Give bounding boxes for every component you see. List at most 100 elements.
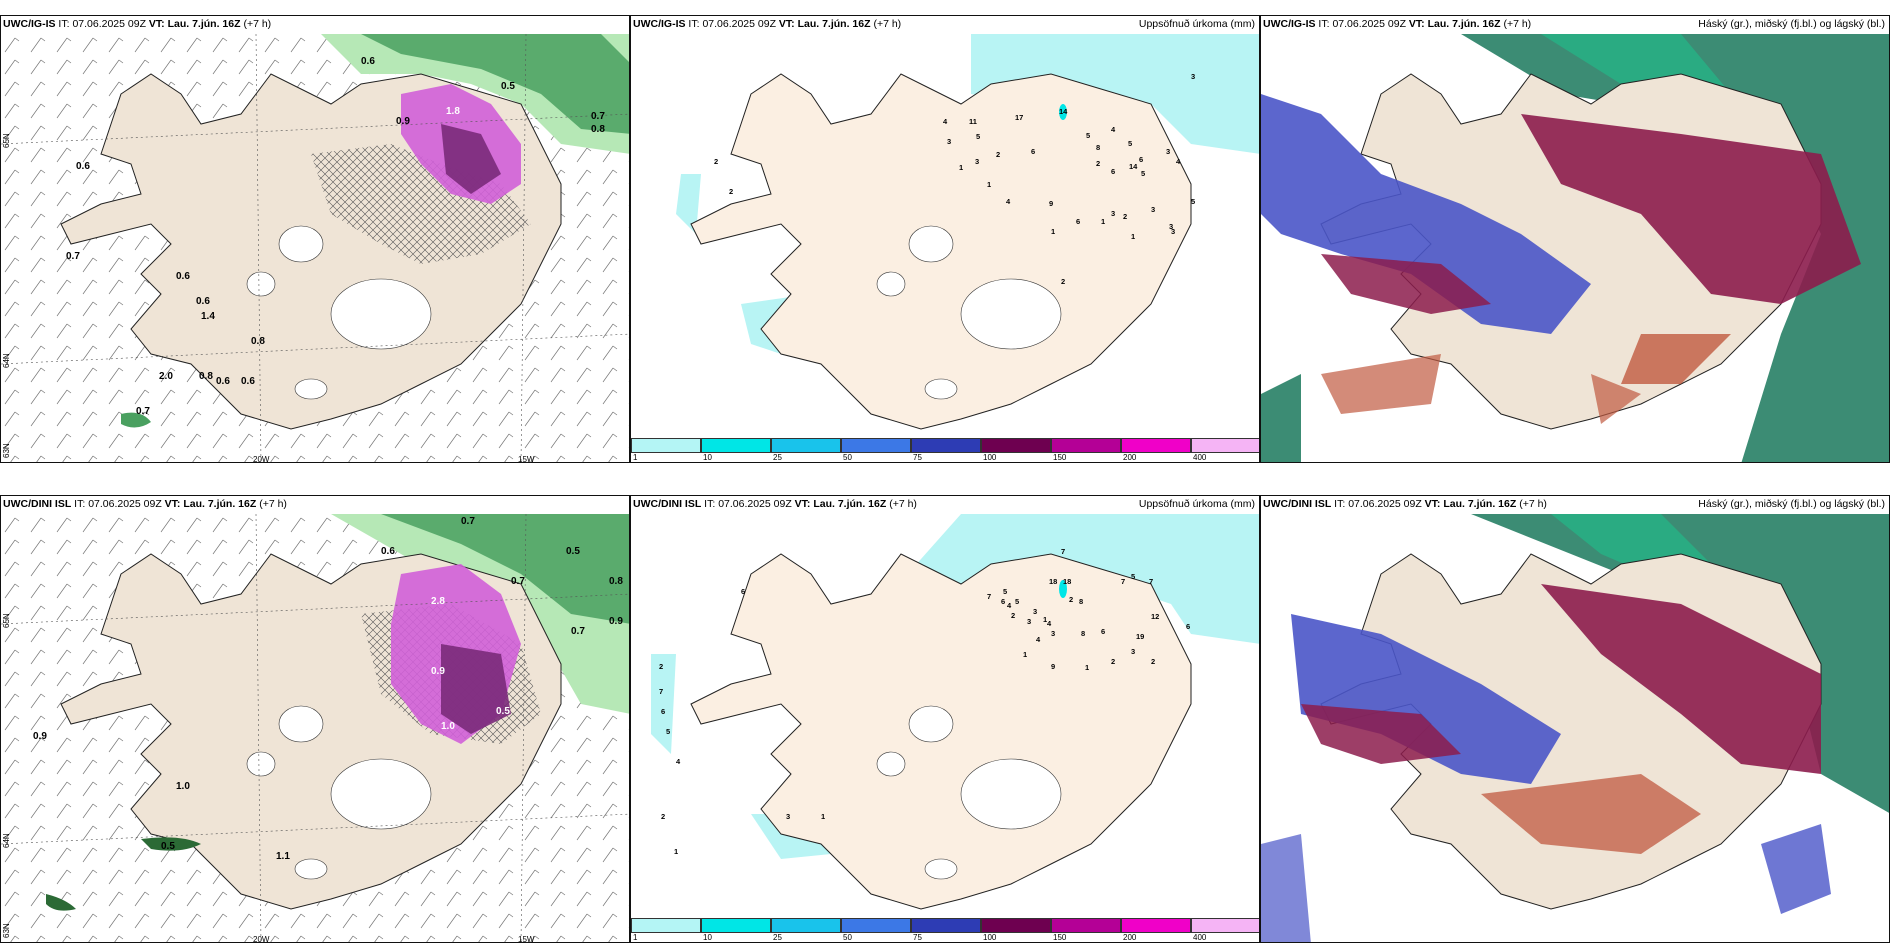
colorbar-tick-label: 50 [843,933,852,942]
value-label: 2.8 [431,596,445,607]
precip-value-label: 18 [1063,577,1071,586]
value-label: 0.9 [431,666,445,677]
value-label: 0.9 [396,116,410,127]
precip-value-label: 7 [1061,547,1065,556]
colorbar-swatch [701,438,771,453]
precip-type-map: 65N 64N 63N 20W 15W 0.7 0.6 0.5 0.8 0.9 … [1,514,629,943]
precip-value-label: 7 [1121,577,1125,586]
precip-value-label: 3 [1051,629,1055,638]
panel-title: Uppsöfnuð úrkoma (mm) [1138,498,1255,510]
snow-area-core [441,124,501,194]
precip-value-label: 1 [959,163,963,172]
colorbar-swatch [981,438,1051,453]
precip-value-label: 5 [1191,197,1195,206]
snow-area-core [441,644,511,734]
colorbar-swatch [771,438,841,453]
colorbar-swatch [911,918,981,933]
precip-value-label: 14 [1129,162,1138,171]
grid-label: 20W [253,935,270,943]
precip-value-label: 4 [676,757,681,766]
precip-value-label: 2 [1096,159,1100,168]
precip-value-label: 3 [786,812,790,821]
precip-value-label: 2 [996,150,1000,159]
precip-value-label: 2 [1061,277,1065,286]
colorbar-swatch [1121,918,1191,933]
precip-value-label: 14 [1059,107,1068,116]
precip-value-label: 1 [1043,615,1047,624]
precip-value-label: 1 [1051,227,1055,236]
value-label: 0.7 [571,626,585,637]
value-label: 0.9 [609,616,623,627]
value-label: 0.6 [216,376,230,387]
value-label: 0.6 [381,546,395,557]
colorbar-tick-label: 10 [703,453,712,462]
precip-value-label: 1 [821,812,825,821]
mixed-precip-area [311,144,531,264]
value-label: 0.5 [161,841,175,852]
panel-bottom-accumulated: UWC/DINI ISL IT: 07.06.2025 09Z VT: Lau.… [630,495,1260,943]
precip-value-label: 7 [1149,577,1153,586]
value-label: 1.4 [201,311,215,322]
precip-value-label: 5 [1131,572,1135,581]
precip-value-label: 3 [975,157,979,166]
grid-label: 63N [2,923,11,938]
precip-value-label: 4 [1006,197,1011,206]
colorbar-swatch [911,438,981,453]
value-label: 0.8 [609,576,623,587]
precip-value-label: 1 [987,180,991,189]
colorbar-tick-label: 1 [633,933,638,942]
value-label: 2.0 [159,371,173,382]
colorbar-swatch [1191,918,1259,933]
rain-patch [121,412,151,428]
colorbar-swatch [1051,918,1121,933]
colorbar: 1 10 25 50 75 100 150 200 400 [631,916,1259,942]
colorbar-tick-label: 150 [1053,453,1067,462]
precip-value-label: 2 [661,812,665,821]
value-label: 0.7 [461,516,475,527]
precip-value-label: 8 [1079,597,1083,606]
precip-value-label: 3 [1191,72,1195,81]
colorbar-tick-label: 100 [983,453,997,462]
value-label: 0.7 [136,406,150,417]
precip-value-label: 11 [969,117,977,126]
precip-value-label: 5 [1128,139,1132,148]
precip-value-label: 2 [1011,611,1015,620]
panel-top-precip-type: UWC/IG-IS IT: 07.06.2025 09Z VT: Lau. 7.… [0,15,630,463]
clouds-map [1261,514,1889,942]
precip-value-label: 7 [987,592,991,601]
precip-area [676,174,701,234]
precip-value-label: 2 [1123,212,1127,221]
precip-value-label: 3 [1027,617,1031,626]
colorbar-tick-label: 400 [1193,453,1207,462]
panel-title: Uppsöfnuð úrkoma (mm) [1138,18,1255,30]
precip-value-label: 1 [674,847,678,856]
value-label: 0.5 [566,546,580,557]
precip-type-map: 65N 64N 63N 20W 15W 0.6 0.5 0.7 0.8 0.6 … [1,34,629,463]
precip-value-label: 3 [1111,209,1115,218]
precip-value-label: 8 [1081,629,1085,638]
value-label: 0.6 [196,296,210,307]
precip-value-label: 6 [1111,167,1115,176]
value-label: 0.5 [496,706,510,717]
precip-value-label: 1 [1085,663,1089,672]
colorbar-swatch [1051,438,1121,453]
precip-value-label: 3 [1166,147,1170,156]
colorbar-swatch [701,918,771,933]
precip-value-label: 9 [1049,199,1053,208]
value-label: 1.1 [276,851,290,862]
value-label: 1.0 [441,721,455,732]
precip-value-label: 5 [1141,169,1145,178]
precip-value-label: 7 [659,687,663,696]
precip-value-label: 6 [1031,147,1035,156]
panel-header: UWC/IG-IS IT: 07.06.2025 09Z VT: Lau. 7.… [633,18,902,30]
precip-value-label: 5 [1003,587,1007,596]
grid-label: 20W [253,455,270,463]
precip-value-label: 5 [1086,131,1090,140]
precip-value-label: 12 [1151,612,1159,621]
rain-area-heavy [381,514,629,624]
precip-value-label: 4 [1036,635,1041,644]
rain-patch [46,894,76,911]
value-label: 0.6 [361,56,375,67]
precip-value-label: 3 [1169,222,1173,231]
